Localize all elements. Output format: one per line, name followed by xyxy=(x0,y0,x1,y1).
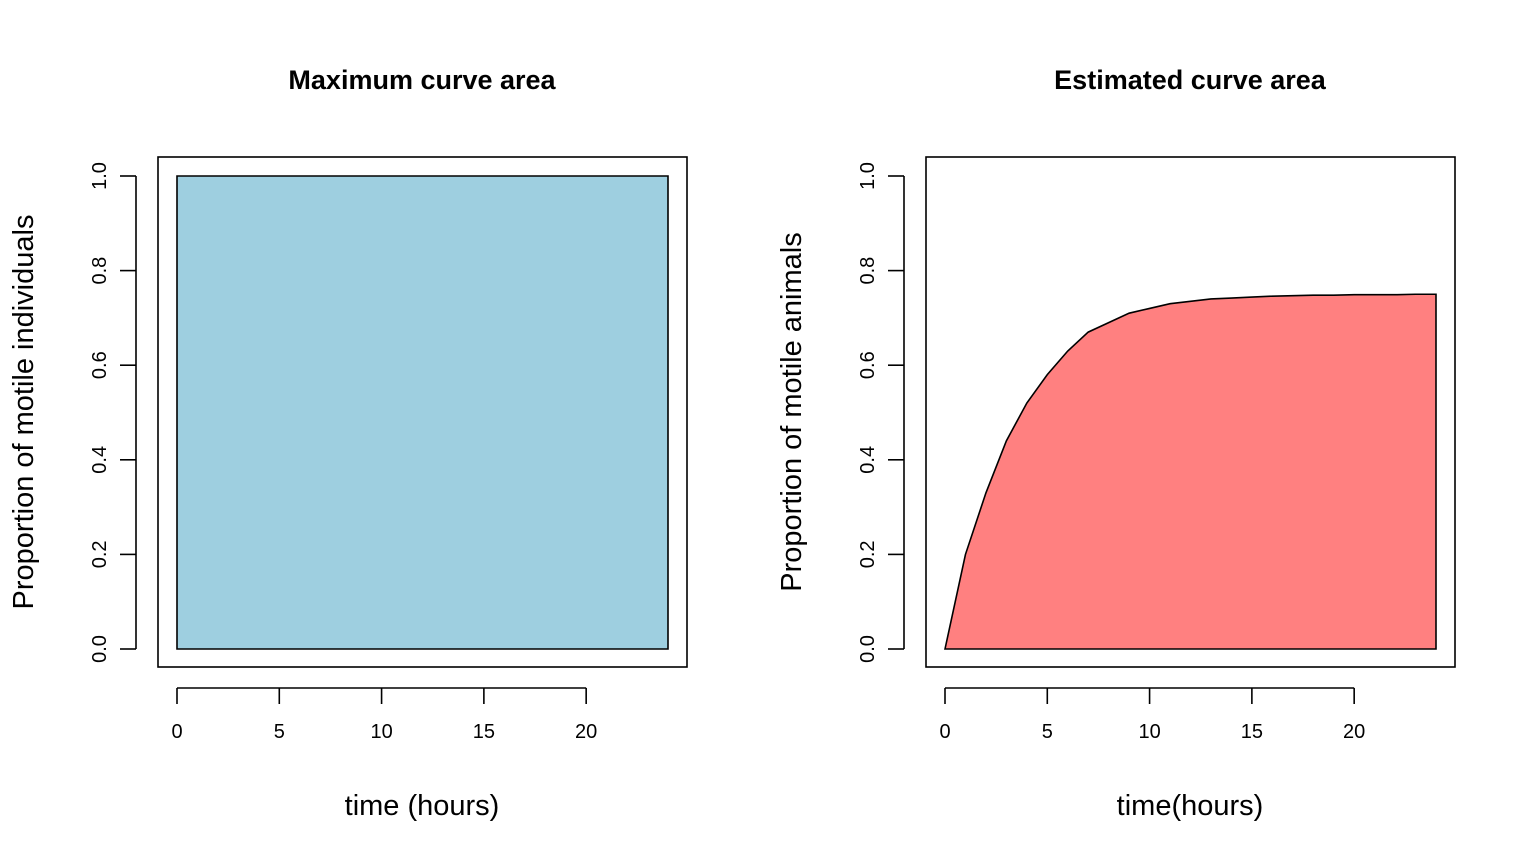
x-axis-label: time (hours) xyxy=(345,790,500,822)
y-tick-label: 0.8 xyxy=(857,257,879,285)
plot-frame xyxy=(925,156,1456,668)
plot-frame xyxy=(157,156,688,668)
y-tick-label: 0.0 xyxy=(857,635,879,663)
x-tick-label: 10 xyxy=(1138,721,1160,743)
chart-title: Maximum curve area xyxy=(288,65,556,95)
y-tick-label: 0.8 xyxy=(89,257,111,285)
x-axis-label: time(hours) xyxy=(1117,790,1264,822)
x-tick-label: 0 xyxy=(171,721,182,743)
panel-estimated-curve-area: Estimated curve area time(hours) Proport… xyxy=(776,65,1456,822)
y-axis-label: Proportion of motile individuals xyxy=(8,215,40,610)
y-tick-label: 0.2 xyxy=(857,540,879,568)
area-polygon xyxy=(944,293,1437,650)
x-tick-label: 10 xyxy=(370,721,392,743)
x-tick-label: 20 xyxy=(1343,721,1365,743)
x-tick-label: 20 xyxy=(575,721,597,743)
y-tick-label: 0.4 xyxy=(89,446,111,474)
y-tick-label: 1.0 xyxy=(857,162,879,190)
y-axis-label: Proportion of motile animals xyxy=(776,232,808,591)
y-tick-label: 0.2 xyxy=(89,540,111,568)
x-tick-label: 5 xyxy=(274,721,285,743)
x-tick-label: 0 xyxy=(939,721,950,743)
y-tick-label: 0.4 xyxy=(857,446,879,474)
y-tick-label: 1.0 xyxy=(89,162,111,190)
x-tick-label: 15 xyxy=(473,721,495,743)
chart-title: Estimated curve area xyxy=(1054,65,1327,95)
panel-maximum-curve-area: Maximum curve area time (hours) Proporti… xyxy=(8,65,688,822)
y-tick-label: 0.6 xyxy=(89,351,111,379)
x-tick-label: 15 xyxy=(1241,721,1263,743)
x-tick-label: 5 xyxy=(1042,721,1053,743)
y-tick-label: 0.6 xyxy=(857,351,879,379)
y-tick-label: 0.0 xyxy=(89,635,111,663)
area-polygon xyxy=(176,175,669,650)
